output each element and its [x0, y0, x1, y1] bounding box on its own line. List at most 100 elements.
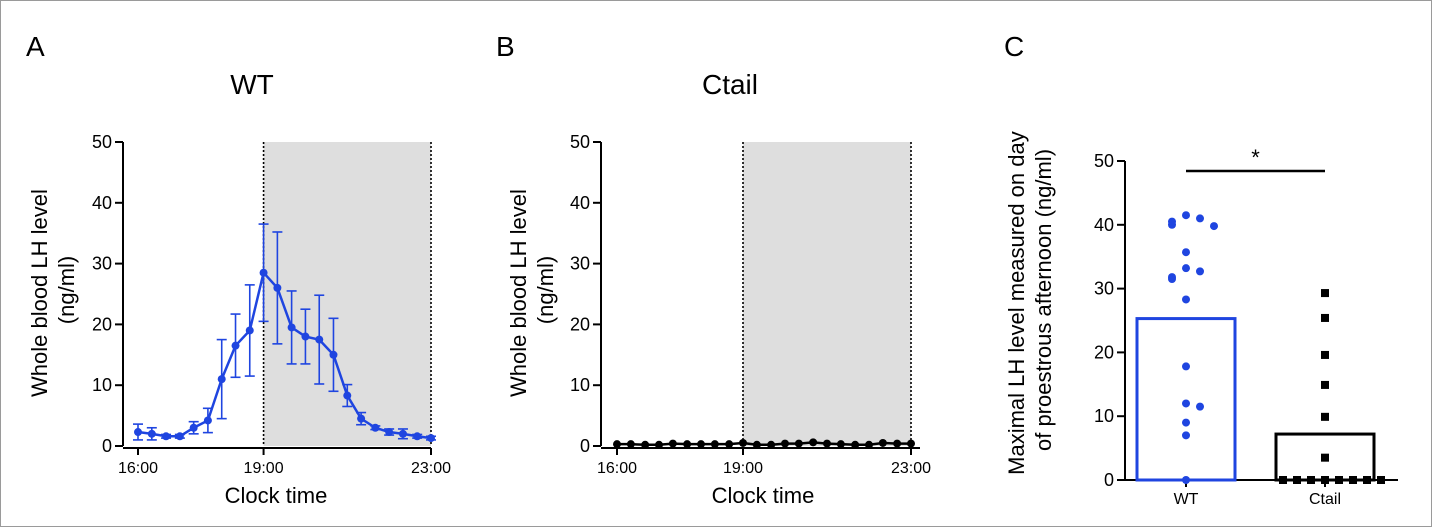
panel-c-y-tick-label: 0: [1104, 470, 1114, 490]
panel-c-y-axis-title-line-2: of proestrous afternoon (ng/ml): [1031, 149, 1056, 451]
panel-b-letter: B: [496, 31, 515, 62]
panel-c-data-point-ctail: [1321, 289, 1329, 298]
panel-c-data-point-wt: [1196, 214, 1204, 223]
panel-b-data-point: [851, 440, 860, 449]
panel-a-data-point: [273, 283, 282, 292]
panel-b-plot-area: 0 10 20 30 40 50 16:00 19:00 23:00: [570, 132, 931, 477]
panel-b-data-point: [710, 440, 719, 449]
panel-c-data-point-ctail: [1321, 350, 1329, 359]
panel-a-y-tick-label: 10: [92, 375, 112, 395]
panel-a-data-point: [385, 428, 394, 437]
panel-a-data-point: [287, 323, 296, 332]
panel-a-data-point: [231, 341, 240, 350]
panel-b-data-point: [697, 440, 705, 449]
panel-a-x-axis-title: Clock time: [225, 483, 328, 508]
panel-a-data-point: [329, 350, 338, 359]
panel-b-y-axis-title: Whole blood LH level (ng/ml): [506, 183, 558, 397]
panel-a-plot-area: 0 10 20 30 40 50 16:00 19:00 23:00: [92, 132, 451, 477]
panel-b-data-point: [907, 439, 915, 448]
panel-b-data-point: [823, 439, 831, 448]
panel-c-x-tick-label: Ctail: [1309, 491, 1341, 508]
panel-a-data-point: [203, 416, 212, 425]
panel-a-x-tick-label: 23:00: [411, 460, 451, 477]
panel-c-data-point-ctail: [1377, 476, 1385, 484]
panel-a-y-axis-title: Whole blood LH level (ng/ml): [27, 183, 79, 397]
panel-b-data-point: [683, 440, 692, 449]
panel-c-data-point-ctail: [1321, 453, 1329, 462]
panel-c-bar-wt: [1135, 317, 1237, 482]
panel-b-shaded-region: [743, 142, 911, 446]
panel-b-data-point: [626, 440, 635, 449]
panel-b-y-tick-label: 30: [570, 254, 590, 274]
panel-b-y-tick-label: 10: [570, 375, 590, 395]
panel-a-series-line: [137, 270, 432, 440]
panel-a-data-point: [427, 434, 435, 443]
panel-b-data-point: [809, 438, 818, 447]
panel-c-data-point-wt: [1182, 399, 1190, 408]
panel-c-x-tick-label: WT: [1174, 491, 1199, 508]
panel-b-data-point: [739, 438, 747, 447]
panel-b-y-tick-label: 20: [570, 314, 590, 334]
panel-c-data-point-wt: [1210, 222, 1218, 231]
panel-c-data-point-wt: [1168, 275, 1176, 284]
panel-b-x-axis-title: Clock time: [712, 483, 815, 508]
panel-c-data-point-wt: [1196, 267, 1204, 276]
panel-c-data-point-ctail: [1321, 313, 1329, 322]
panel-a-title: WT: [230, 69, 274, 100]
panel-c-significance-label: *: [1251, 145, 1260, 170]
panel-b-data-point: [668, 439, 677, 448]
panel-b-data-point: [641, 440, 650, 449]
panel-a-data-point: [217, 375, 226, 384]
panel-a: A WT Clock time Whole blood LH level (ng…: [26, 31, 451, 508]
panel-a-data-point: [245, 326, 254, 335]
panel-c-data-point-ctail: [1321, 412, 1329, 421]
panel-b-x-tick-label: 16:00: [597, 460, 637, 477]
panel-c-data-point-ctail: [1363, 476, 1371, 484]
panel-c-data-point-wt: [1182, 362, 1190, 371]
panel-c-data-point-wt: [1182, 431, 1190, 440]
panel-a-y-tick-label: 50: [92, 132, 112, 152]
panel-c-letter: C: [1004, 31, 1024, 62]
panel-c-data-point-wt: [1182, 476, 1190, 484]
panel-a-y-tick-label: 0: [102, 436, 112, 456]
panel-c-y-tick-label: 20: [1094, 342, 1114, 362]
panel-a-data-point: [301, 332, 310, 341]
panel-b-data-point: [836, 440, 845, 449]
panel-b-series-line: [617, 441, 911, 447]
panel-c-y-tick-label: 10: [1094, 406, 1114, 426]
panel-c-y-axis-title-line-1: Maximal LH level measured on day: [1004, 131, 1029, 475]
panel-a-x-tick-label: 19:00: [244, 460, 284, 477]
panel-b-data-point: [781, 439, 789, 448]
panel-a-y-tick-label: 30: [92, 254, 112, 274]
panel-b-y-tick-label: 40: [570, 193, 590, 213]
panel-a-data-point: [413, 432, 422, 441]
panel-b-data-point: [613, 440, 621, 449]
panel-a-data-point: [134, 428, 142, 437]
panel-b-data-point: [725, 440, 734, 449]
panel-b-title: Ctail: [702, 69, 758, 100]
panel-b-y-axis-title-line-1: Whole blood LH level: [506, 189, 531, 397]
panel-c: C Maximal LH level measured on day of pr…: [1004, 31, 1398, 508]
panel-b-x-tick-label: 19:00: [723, 460, 763, 477]
panel-a-y-tick-label: 40: [92, 193, 112, 213]
panel-b-data-point: [878, 438, 887, 447]
panel-c-data-point-wt: [1168, 220, 1176, 229]
panel-c-y-tick-label: 40: [1094, 215, 1114, 235]
panel-a-data-point: [357, 414, 366, 423]
panel-b-x-tick-label: 23:00: [891, 460, 931, 477]
panel-a-y-axis-title-line-1: Whole blood LH level: [27, 189, 52, 397]
panel-a-y-tick-label: 20: [92, 314, 112, 334]
panel-a-letter: A: [26, 31, 45, 62]
panel-a-data-point: [162, 432, 171, 441]
panel-b-data-point: [655, 440, 663, 449]
panel-c-data-point-ctail: [1293, 476, 1301, 484]
panel-a-data-point: [315, 335, 324, 344]
panel-b-y-tick-label: 50: [570, 132, 590, 152]
panel-c-plot-area: 0 10 20 30 40 50 WT Ctail *: [1094, 145, 1398, 508]
panel-b-data-point: [893, 439, 902, 448]
panel-b-y-axis-title-line-2: (ng/ml): [533, 256, 558, 324]
panel-a-data-point: [147, 429, 156, 438]
panel-c-data-point-wt: [1182, 295, 1190, 304]
panel-c-data-point-wt: [1182, 248, 1190, 257]
panel-a-y-axis-title-line-2: (ng/ml): [54, 256, 79, 324]
